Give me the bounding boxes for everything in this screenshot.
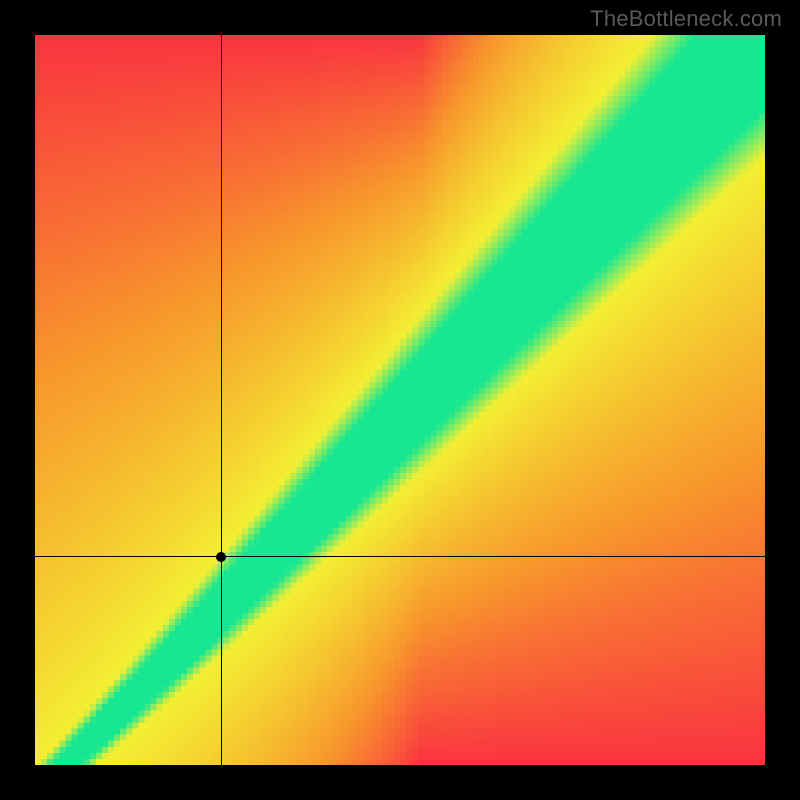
heatmap-canvas: [35, 35, 765, 765]
crosshair-horizontal-line: [35, 556, 765, 557]
crosshair-vertical-line: [221, 35, 222, 765]
chart-container: TheBottleneck.com: [0, 0, 800, 800]
watermark-text: TheBottleneck.com: [590, 6, 782, 32]
